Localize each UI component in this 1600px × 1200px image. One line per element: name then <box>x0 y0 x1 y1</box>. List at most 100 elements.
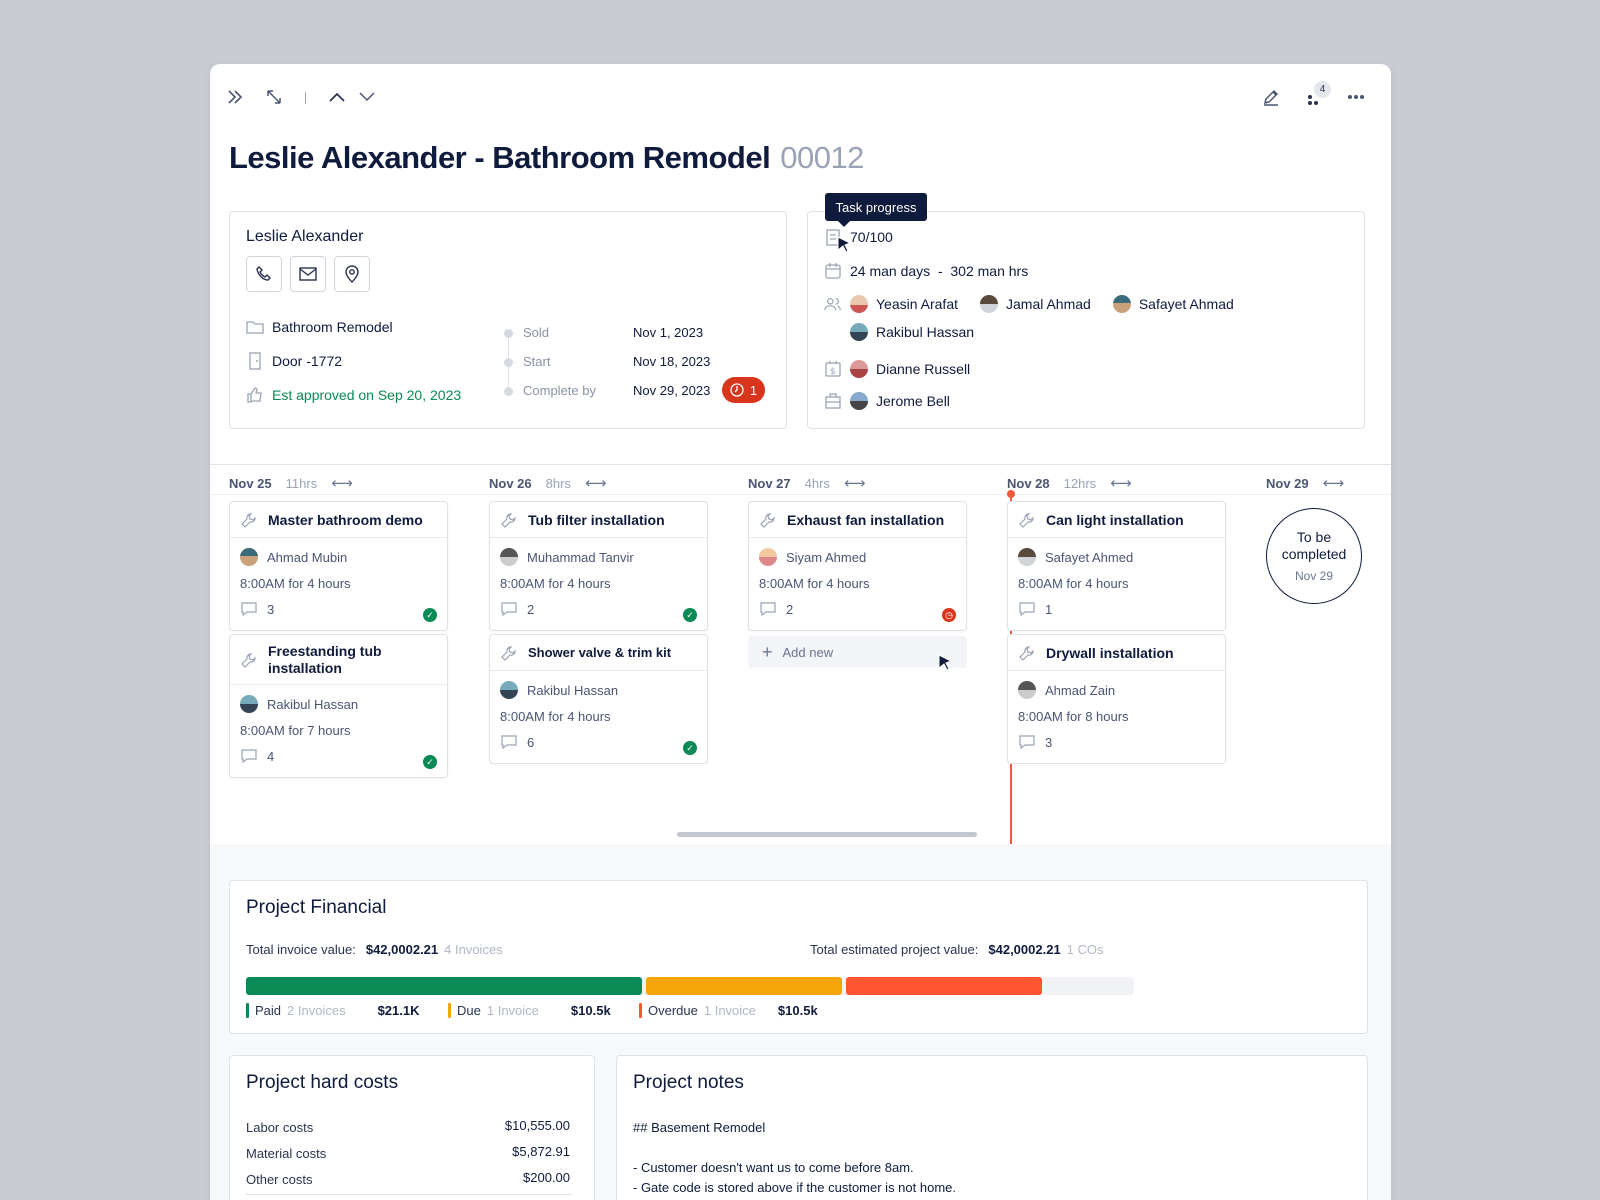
task-assignee: Ahmad Zain <box>1045 682 1116 698</box>
comment-icon <box>1018 733 1036 751</box>
legend-label: Overdue <box>648 1003 698 1018</box>
expand-icon[interactable] <box>263 86 285 108</box>
wrench-icon <box>500 644 518 662</box>
notes-line: - Customer doesn't want us to come befor… <box>633 1160 914 1175</box>
add-new-task-button[interactable]: + Add new <box>748 636 967 668</box>
task-time: 8:00AM for 4 hours <box>1018 575 1129 591</box>
task-card[interactable]: Master bathroom demo Ahmad Mubin 8:00AM … <box>229 501 448 631</box>
cost-label: Other costs <box>246 1172 313 1187</box>
milestone-dot <box>504 387 513 396</box>
task-assignee: Ahmad Mubin <box>267 549 348 565</box>
cost-value: $5,872.91 <box>512 1144 570 1159</box>
wrench-icon <box>1018 511 1036 529</box>
legend-swatch <box>448 1003 451 1018</box>
day-hours: 8hrs <box>545 475 571 491</box>
building-icon <box>824 392 842 410</box>
thumbs-up-icon <box>246 386 264 404</box>
task-time: 8:00AM for 8 hours <box>1018 708 1129 724</box>
task-time: 8:00AM for 7 hours <box>240 722 351 738</box>
overdue-segment <box>846 977 1042 995</box>
milestone-dot <box>504 329 513 338</box>
cursor-icon <box>837 236 851 253</box>
task-card[interactable]: Shower valve & trim kit Rakibul Hassan 8… <box>489 634 708 764</box>
toolbar-divider <box>305 92 306 104</box>
co-count: 1 COs <box>1066 942 1104 957</box>
milestone-label: Start <box>523 354 551 369</box>
resize-arrows-icon[interactable]: ⟷ <box>843 475 866 492</box>
edit-pencil-icon[interactable] <box>1260 86 1282 108</box>
completed-check-icon: ✓ <box>683 608 697 622</box>
notes-title: Project notes <box>633 1072 744 1093</box>
task-assignee: Safayet Ahmed <box>1045 549 1134 565</box>
customer-name: Leslie Alexander <box>246 228 364 245</box>
resize-arrows-icon[interactable]: ⟷ <box>1110 475 1132 492</box>
to-be-completed-marker[interactable]: To be completed Nov 29 <box>1266 508 1362 604</box>
sales-rep-name: Dianne Russell <box>876 361 971 377</box>
day-date: Nov 26 <box>489 475 532 491</box>
comment-count: 3 <box>1045 734 1053 750</box>
day-header: Nov 25 11hrs ⟷ <box>229 474 353 492</box>
resize-arrows-icon[interactable]: ⟷ <box>584 475 607 492</box>
completed-check-icon: ✓ <box>423 755 437 769</box>
location-button[interactable] <box>334 256 370 292</box>
completed-check-icon: ✓ <box>683 741 697 755</box>
invoice-total-row: Total invoice value: $42,0002.21 4 Invoi… <box>246 942 503 957</box>
collapse-panel-icon[interactable] <box>224 86 246 108</box>
milestone-label: Sold <box>523 325 550 340</box>
comment-count: 1 <box>1045 601 1053 617</box>
project-financial-card: Project Financial Total invoice value: $… <box>229 880 1368 1034</box>
folder-icon <box>246 318 264 336</box>
apps-icon[interactable] <box>1303 86 1325 108</box>
day-hours: 12hrs <box>1063 475 1097 491</box>
avatar <box>850 392 868 410</box>
day-date: Nov 28 <box>1007 475 1050 491</box>
progress-card: 70/100 24 man days - 302 man hrs Yeasin … <box>807 211 1365 429</box>
task-card[interactable]: Tub filter installation Muhammad Tanvir … <box>489 501 708 631</box>
tooltip: Task progress <box>825 193 927 221</box>
task-card[interactable]: Freestanding tub installation Rakibul Ha… <box>229 634 448 778</box>
notes-heading: ## Basement Remodel <box>633 1120 766 1135</box>
avatar <box>850 295 868 313</box>
avatar <box>1018 548 1036 566</box>
schedule-timeline: Nov 25 11hrs ⟷ Nov 26 8hrs ⟷ Nov 27 4hrs ⟷ Nov… <box>210 464 1391 904</box>
hard-costs-title: Project hard costs <box>246 1072 399 1093</box>
task-card[interactable]: Can light installation Safayet Ahmed 8:0… <box>1007 501 1226 631</box>
overdue-badge[interactable]: 1 <box>722 377 765 403</box>
chevron-down-icon[interactable] <box>356 86 378 108</box>
more-options-icon[interactable] <box>1345 86 1367 108</box>
cost-value: $10,555.00 <box>504 1118 570 1133</box>
job-title: Leslie Alexander - Bathroom Remodel <box>229 140 771 175</box>
task-title: Shower valve & trim kit <box>528 645 672 660</box>
call-button[interactable] <box>246 256 282 292</box>
milestone-dot <box>504 358 513 367</box>
notes-line: - Gate code is stored above if the custo… <box>633 1180 956 1195</box>
divider <box>210 494 1391 495</box>
horizontal-scrollbar[interactable] <box>677 832 977 837</box>
task-assignee: Siyam Ahmed <box>786 549 867 565</box>
resize-arrows-icon[interactable]: ⟷ <box>331 475 353 492</box>
invoice-progress-bar <box>246 977 1134 995</box>
comment-icon <box>500 600 518 618</box>
task-title: Exhaust fan installation <box>787 511 945 528</box>
crew-member: Jamal Ahmad <box>1006 296 1091 312</box>
approval-row: Est approved on Sep 20, 2023 <box>246 386 461 404</box>
email-button[interactable] <box>290 256 326 292</box>
add-new-label: Add new <box>782 644 834 660</box>
chevron-up-icon[interactable] <box>326 86 348 108</box>
job-details-window: 4 Leslie Alexander - Bathroom Remodel 000… <box>210 64 1391 1200</box>
project-notes-card: Project notes ## Basement Remodel - Cust… <box>616 1055 1368 1200</box>
resize-arrows-icon[interactable]: ⟷ <box>1322 475 1345 492</box>
overdue-clock-icon: ◷ <box>942 608 956 622</box>
completed-check-icon: ✓ <box>423 608 437 622</box>
office-row: Jerome Bell <box>824 392 950 410</box>
task-card[interactable]: Exhaust fan installation Siyam Ahmed 8:0… <box>748 501 967 631</box>
approval-text: Est approved on Sep 20, 2023 <box>272 387 462 403</box>
effort-value: 24 man days - 302 man hrs <box>850 263 1029 279</box>
avatar <box>1112 295 1131 313</box>
legend-label: Paid <box>255 1003 282 1018</box>
map-pin-icon <box>345 265 359 283</box>
tooltip-arrow <box>838 221 850 227</box>
avatar <box>500 548 518 566</box>
divider <box>210 464 1391 465</box>
task-card[interactable]: Drywall installation Ahmad Zain 8:00AM f… <box>1007 634 1226 764</box>
